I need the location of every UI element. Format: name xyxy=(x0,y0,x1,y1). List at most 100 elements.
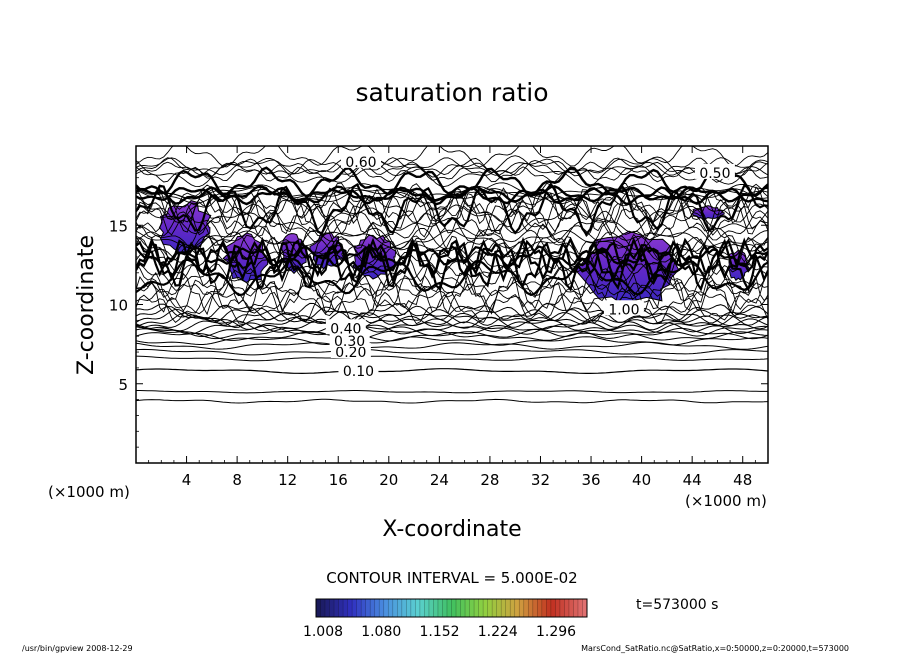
contour-line xyxy=(136,155,768,188)
x-axis-label: X-coordinate xyxy=(382,517,521,542)
colorbar-segment xyxy=(370,599,376,617)
contour-line xyxy=(136,229,768,249)
contour-lines xyxy=(136,146,768,404)
y-tick-label: 10 xyxy=(109,297,128,315)
colorbar-segment xyxy=(356,599,362,617)
contour-line xyxy=(136,191,768,236)
contour-line xyxy=(136,321,768,335)
contour-line xyxy=(136,398,768,404)
colorbar-segment xyxy=(410,599,416,617)
colorbar-segment xyxy=(437,599,443,617)
x-tick-label: 12 xyxy=(278,471,297,489)
colorbar-segment xyxy=(483,599,488,617)
colorbar xyxy=(315,599,588,617)
colorbar-segment xyxy=(528,599,534,617)
y-axis-label: Z-coordinate xyxy=(74,235,99,375)
colorbar-frame xyxy=(315,598,588,618)
colorbar-segment xyxy=(392,599,398,617)
colorbar-segment xyxy=(474,599,479,617)
contour-label: 0.30 xyxy=(334,334,365,350)
contour-line xyxy=(136,287,768,317)
contour-labels: 0.10 0.200.300.40 0.50 0.60 1.00 xyxy=(325,152,735,380)
colorbar-tick-label: 1.296 xyxy=(536,624,576,640)
colorbar-segment xyxy=(433,599,439,617)
x-tick-label: 4 xyxy=(182,471,192,489)
contour-line xyxy=(136,302,768,322)
colorbar-segment xyxy=(505,599,511,617)
contour-line xyxy=(136,368,768,375)
colorbar-segment xyxy=(582,599,588,617)
contour-line xyxy=(136,390,768,394)
colorbar-segment xyxy=(338,599,344,617)
colorbar-segment xyxy=(478,599,484,617)
colorbar-segment xyxy=(446,599,452,617)
x-tick-label: 8 xyxy=(232,471,242,489)
x-unit-label-right: (×1000 m) xyxy=(685,492,767,510)
colorbar-segment xyxy=(428,599,434,617)
colorbar-segment xyxy=(492,599,497,617)
colorbar-segment xyxy=(555,599,561,617)
contour-line xyxy=(136,166,768,198)
contour-label-background xyxy=(338,362,379,378)
y-axis-ticks: 5 10 15 xyxy=(109,161,768,448)
contour-interval-text: CONTOUR INTERVAL = 5.000E-02 xyxy=(326,569,577,587)
colorbar-segment xyxy=(541,599,547,617)
colorbar-segment xyxy=(573,599,579,617)
contour-line xyxy=(136,195,768,224)
x-tick-label: 48 xyxy=(733,471,752,489)
colorbar-segment xyxy=(316,599,321,617)
colorbar-segment xyxy=(501,599,506,617)
x-unit-label-left: (×1000 m) xyxy=(48,483,130,501)
contour-line xyxy=(136,281,768,297)
contour-line xyxy=(136,245,768,268)
contour-line xyxy=(136,166,768,183)
x-tick-label: 36 xyxy=(581,471,600,489)
contour-line xyxy=(136,233,768,283)
contour-label-background xyxy=(329,331,370,347)
x-tick-label: 16 xyxy=(329,471,348,489)
contour-line xyxy=(136,341,768,350)
colorbar-segment xyxy=(419,599,425,617)
colorbar-tick-label: 1.008 xyxy=(303,624,343,640)
contour-line xyxy=(136,257,768,297)
contour-label: 0.10 xyxy=(343,364,374,380)
colorbar-segment xyxy=(415,599,421,617)
colorbar-segment xyxy=(406,599,412,617)
footer-right: MarsCond_SatRatio.nc@SatRatio,x=0:50000,… xyxy=(581,644,849,653)
contour-line xyxy=(136,315,768,331)
colorbar-segment xyxy=(546,599,552,617)
colorbar-segment xyxy=(374,599,380,617)
x-tick-label: 28 xyxy=(480,471,499,489)
colorbar-segment xyxy=(383,599,389,617)
colorbar-segment xyxy=(519,599,525,617)
contour-line xyxy=(136,157,768,177)
colorbar-segment xyxy=(320,599,326,617)
contour-label-background xyxy=(340,152,381,168)
contour-label: 0.50 xyxy=(699,166,730,182)
x-tick-label: 44 xyxy=(683,471,702,489)
contour-line xyxy=(136,146,768,168)
plot-area: 0.10 0.200.300.40 0.50 0.60 1.00 xyxy=(136,146,768,404)
x-tick-label: 40 xyxy=(632,471,651,489)
x-tick-label: 20 xyxy=(379,471,398,489)
contour-label-background xyxy=(694,163,735,179)
colorbar-segment xyxy=(514,599,520,617)
y-tick-label: 5 xyxy=(118,376,128,394)
contour-line xyxy=(136,157,768,178)
contour-line xyxy=(136,324,768,338)
colorbar-segment xyxy=(361,599,366,617)
colorbar-segment xyxy=(442,599,448,617)
contour-line xyxy=(136,271,768,314)
colorbar-segment xyxy=(379,599,385,617)
colorbar-segment xyxy=(352,599,357,617)
contour-line xyxy=(136,305,768,324)
colorbar-segment xyxy=(424,599,430,617)
colorbar-segment xyxy=(532,599,538,617)
contour-label-background xyxy=(603,300,644,316)
colorbar-segment xyxy=(523,599,529,617)
contour-line xyxy=(136,250,768,275)
y-tick-label: 15 xyxy=(109,217,128,235)
colorbar-segment xyxy=(347,599,353,617)
colorbar-segment xyxy=(469,599,475,617)
